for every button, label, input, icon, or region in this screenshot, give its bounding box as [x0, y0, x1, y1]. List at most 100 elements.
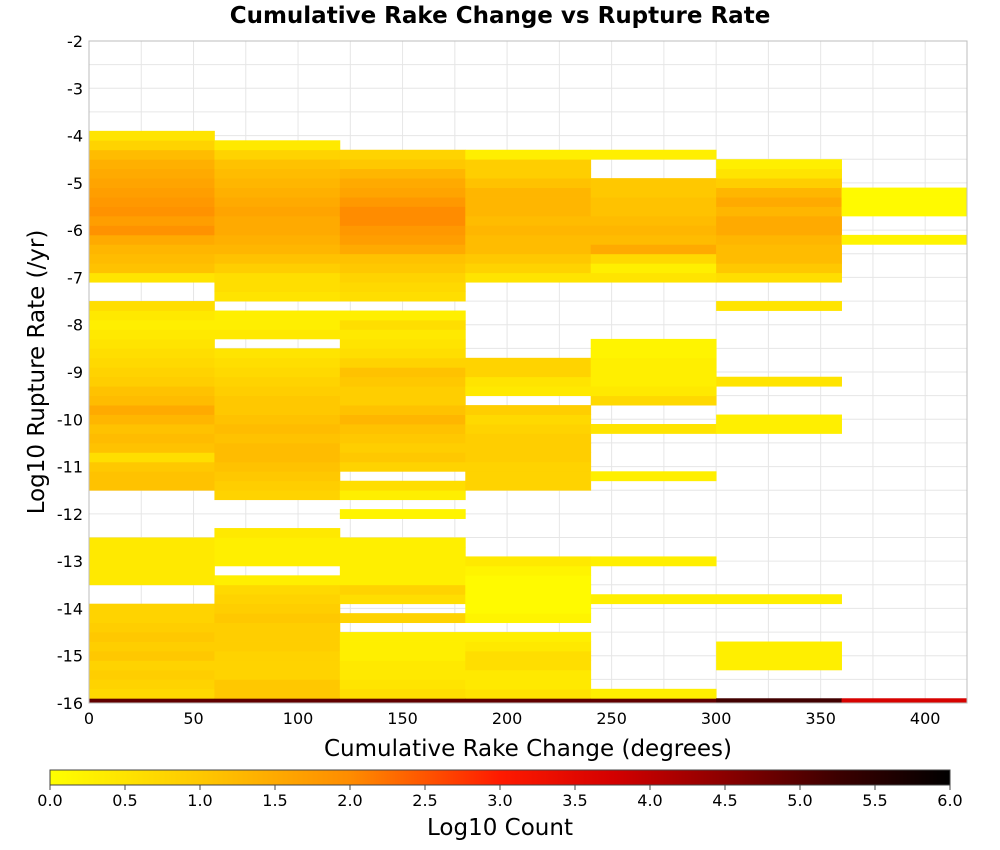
heatmap-cell [89, 660, 215, 671]
y-tick-label: -11 [57, 458, 83, 477]
heatmap-cell [214, 234, 341, 245]
heatmap-cell [339, 575, 466, 586]
heatmap-cell [214, 310, 341, 321]
heatmap-cell [590, 263, 717, 274]
y-axis-ticks: -2 -3 -4 -5 -6 -7 -8 -9 -10 -11 -12 -13 -14 -15 -16 [57, 32, 83, 713]
heatmap-cell [465, 168, 592, 179]
heatmap-cell [465, 669, 592, 680]
heatmap-cell [214, 594, 341, 605]
heatmap-cell [339, 291, 466, 302]
heatmap-cell [465, 641, 592, 652]
x-tick-label: 100 [283, 709, 314, 728]
heatmap-cell [590, 272, 717, 283]
heatmap-cell [465, 688, 592, 699]
y-tick-label: -4 [67, 127, 83, 146]
heatmap-cell [89, 603, 215, 614]
heatmap-cell [339, 669, 466, 680]
heatmap-cell [465, 234, 592, 245]
heatmap-cell [339, 688, 466, 699]
heatmap-cell [465, 603, 592, 614]
heatmap-cell [590, 357, 717, 368]
heatmap-cell [465, 367, 592, 378]
heatmap-cell [214, 405, 341, 415]
heatmap-cell [214, 461, 341, 472]
chart-title: Cumulative Rake Change vs Rupture Rate [230, 3, 771, 29]
heatmap-cell [339, 632, 466, 642]
x-tick-label: 350 [805, 709, 836, 728]
heatmap-cell [465, 433, 592, 444]
heatmap-cell [465, 442, 592, 453]
heatmap-cell [339, 698, 466, 704]
heatmap-cell [841, 197, 968, 207]
x-tick-label: 400 [910, 709, 941, 728]
heatmap-cell [214, 395, 341, 406]
heatmap-cell [89, 253, 215, 264]
heatmap-cell [214, 272, 341, 283]
heatmap-cell [89, 461, 215, 472]
heatmap-cell [89, 395, 215, 406]
heatmap-cell [214, 187, 341, 198]
x-tick-label: 300 [701, 709, 732, 728]
colorbar-tick-label: 5.5 [862, 791, 887, 810]
heatmap-cell [214, 424, 341, 434]
heatmap-cell [465, 461, 592, 472]
y-tick-label: -12 [57, 505, 83, 524]
heatmap-cell [89, 376, 215, 387]
heatmap-cell [214, 253, 341, 264]
heatmap-cell [89, 414, 215, 425]
heatmap-cell [89, 215, 215, 226]
heatmap-cell [214, 159, 341, 170]
heatmap-cell [590, 206, 717, 217]
heatmap-cell [89, 319, 215, 330]
colorbar-tick-label: 5.0 [787, 791, 812, 810]
x-axis-ticks: 0 50 100 150 200 250 300 350 400 [84, 709, 941, 728]
heatmap-cell [89, 669, 215, 680]
heatmap-cell [590, 225, 717, 236]
heatmap-cell [590, 253, 717, 264]
heatmap-cell [339, 197, 466, 207]
heatmap-cell [339, 679, 466, 690]
heatmap-cell [339, 537, 466, 548]
heatmap-cell [89, 442, 215, 453]
heatmap-cell [590, 594, 717, 605]
heatmap-cell [214, 688, 341, 699]
heatmap-cell [465, 556, 592, 567]
y-tick-label: -2 [67, 32, 83, 51]
heatmap-cell [339, 650, 466, 661]
heatmap-cell [214, 546, 341, 557]
heatmap-cell [465, 215, 592, 226]
y-tick-label: -5 [67, 174, 83, 193]
heatmap-cell [214, 650, 341, 661]
heatmap-cell [339, 149, 466, 160]
heatmap-cell [841, 187, 968, 198]
heatmap-cell [214, 679, 341, 690]
heatmap-cell [339, 386, 466, 397]
heatmap-cell [89, 187, 215, 198]
heatmap-cell [590, 215, 717, 226]
heatmap-cell [339, 556, 466, 567]
heatmap-cell [716, 244, 842, 255]
heatmap-cell [89, 641, 215, 652]
heatmap-cell [339, 178, 466, 188]
heatmap-cell [465, 414, 592, 425]
heatmap-cell [339, 187, 466, 198]
heatmap-cell [841, 206, 968, 217]
heatmap-cell [465, 424, 592, 434]
heatmap-cell [214, 263, 341, 274]
heatmap-cell [465, 159, 592, 170]
heatmap-cell [89, 357, 215, 368]
heatmap-cell [465, 178, 592, 188]
heatmap-cell [465, 376, 592, 387]
colorbar-tick-label: 2.5 [412, 791, 437, 810]
heatmap-cell [716, 263, 842, 274]
heatmap-cell [214, 244, 341, 255]
heatmap-cell [214, 603, 341, 614]
heatmap-cell [339, 338, 466, 349]
heatmap-cell [214, 178, 341, 188]
heatmap-cell [716, 215, 842, 226]
heatmap-cell [214, 490, 341, 501]
heatmap-cell [214, 613, 341, 624]
heatmap-cell [89, 348, 215, 359]
x-axis-label: Cumulative Rake Change (degrees) [324, 736, 732, 762]
heatmap-cell [214, 367, 341, 378]
